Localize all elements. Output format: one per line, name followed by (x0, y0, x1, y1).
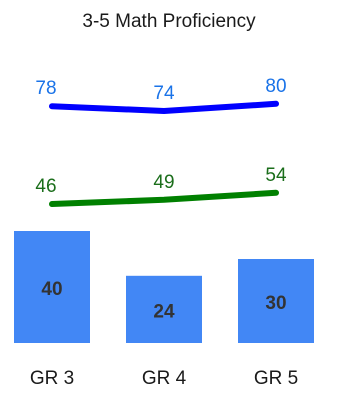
bar-value-label: 24 (153, 301, 175, 322)
bars-layer: 40 24 30 (14, 231, 314, 343)
x-tick-label: GR 3 (30, 368, 74, 389)
bar-gr-3 (14, 231, 90, 343)
line-series-1 (49, 100, 279, 114)
line-value-label: 54 (265, 165, 287, 186)
x-tick-label: GR 5 (254, 368, 298, 389)
x-axis: GR 3 GR 4 GR 5 (30, 368, 298, 389)
bar-gr-4 (126, 275, 202, 343)
line-value-label: 80 (265, 76, 286, 97)
chart-title: 3-5 Math Proficiency (82, 11, 256, 32)
line-value-label: 46 (35, 176, 56, 197)
line-value-label: 49 (153, 172, 174, 193)
line-value-label: 78 (35, 78, 56, 99)
lines-layer: 78 74 80 46 49 54 (35, 76, 287, 207)
bar-gr-5 (238, 259, 314, 343)
bar-value-label: 30 (265, 293, 286, 314)
line-value-label: 74 (153, 83, 175, 104)
line-series-2 (49, 189, 279, 207)
bar-value-label: 40 (41, 279, 62, 300)
x-tick-label: GR 4 (142, 368, 187, 389)
